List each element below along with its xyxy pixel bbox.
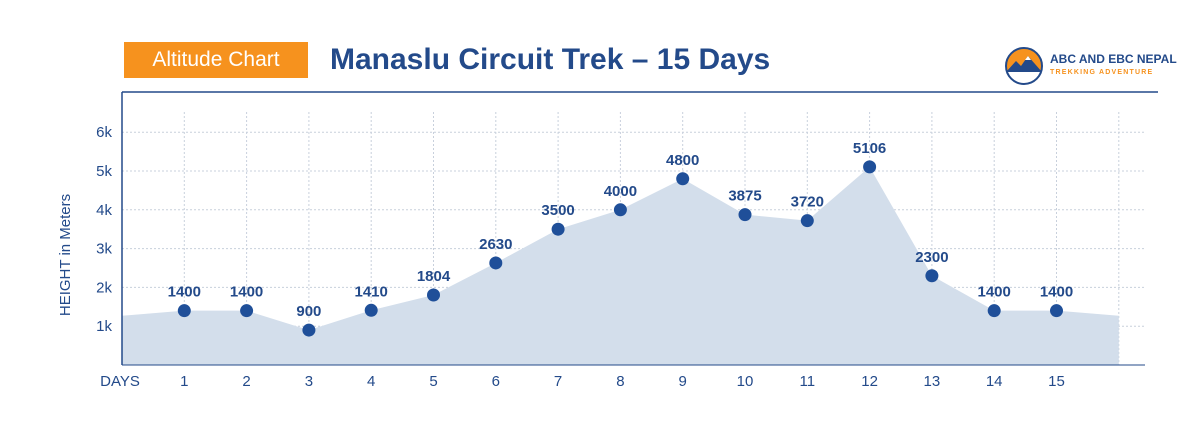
data-label: 1400 [978,284,1011,301]
y-tick-label: 6k [96,124,112,141]
x-tick-label: 3 [305,373,313,390]
x-tick-label: 11 [800,373,816,390]
data-point [863,160,877,174]
data-point [364,303,378,317]
data-label: 900 [296,303,321,320]
data-label: 3500 [541,202,574,219]
x-tick-label: 12 [861,373,878,390]
mountain-logo-icon [1005,47,1043,86]
y-tick-label: 5k [96,163,112,180]
data-point [676,172,690,186]
data-point [987,304,1001,318]
x-tick-label: 1 [180,373,188,390]
data-label: 4800 [666,152,699,169]
y-tick-label: 2k [96,279,112,296]
y-tick-label: 1k [96,318,112,335]
x-tick-label: 5 [429,373,437,390]
data-label: 4000 [604,183,637,200]
y-tick-label: 3k [96,241,112,258]
x-tick-label: 10 [737,373,754,390]
y-axis-label: HEIGHT in Meters [57,194,74,316]
data-label: 1410 [355,283,388,300]
x-tick-label: 13 [924,373,941,390]
data-label: 1400 [168,284,201,301]
x-axis-label: DAYS [100,373,140,390]
data-point [177,304,191,318]
x-tick-label: 2 [242,373,250,390]
y-tick-label: 4k [96,202,112,219]
data-point [1050,304,1063,318]
data-label: 1400 [230,284,263,301]
x-tick-label: 15 [1048,373,1065,390]
page-title: Manaslu Circuit Trek – 15 Days [330,43,771,76]
data-label: 1804 [417,268,451,285]
x-tick-label: 4 [367,373,375,390]
data-point [800,214,814,228]
data-point [613,203,627,217]
chart-badge: Altitude Chart [124,42,308,78]
data-label: 2300 [915,249,948,266]
data-point [551,222,565,236]
logo-name: ABC AND EBC NEPAL [1050,52,1177,66]
data-label: 5106 [853,140,886,157]
data-point [738,208,752,222]
logo-tagline: TREKKING ADVENTURE [1050,69,1154,76]
data-point [489,256,503,270]
x-tick-label: 14 [986,373,1003,390]
data-point [925,269,939,283]
x-tick-label: 9 [679,373,687,390]
data-point [240,304,254,318]
data-point [427,288,440,302]
x-tick-label: 7 [554,373,562,390]
data-label: 3720 [791,194,824,211]
data-point [302,323,316,337]
x-tick-label: 8 [616,373,624,390]
data-label: 1400 [1040,284,1073,301]
data-label: 2630 [479,236,512,253]
data-label: 3875 [728,188,761,205]
x-tick-label: 6 [492,373,500,390]
